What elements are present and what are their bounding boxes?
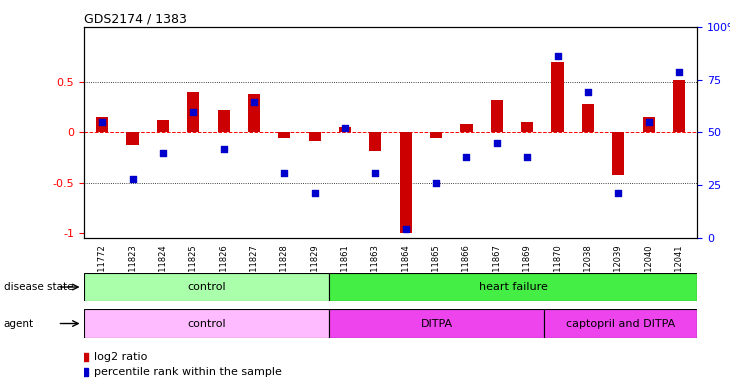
Point [188,109,199,116]
Bar [84,273,329,301]
Bar [544,309,697,338]
Bar [521,122,533,132]
Bar [84,309,329,338]
Bar [582,104,594,132]
Bar [329,309,544,338]
Bar [369,132,382,151]
Point [339,126,351,132]
Bar [339,127,351,132]
Point [309,190,320,196]
Bar [642,118,655,132]
Point [521,154,533,160]
Text: percentile rank within the sample: percentile rank within the sample [94,367,282,377]
Text: captopril and DITPA: captopril and DITPA [566,318,675,329]
Bar [430,132,442,137]
Point [278,170,290,176]
Bar [309,132,320,141]
Bar [126,132,139,144]
Point [369,170,381,176]
Point [127,175,139,182]
Point [430,180,442,186]
Point [642,119,654,126]
Point [491,139,503,146]
Text: control: control [188,282,226,292]
Text: control: control [188,318,226,329]
Bar [612,132,624,175]
Bar [157,121,169,132]
Point [157,149,169,156]
Bar [218,110,230,132]
Bar [491,100,503,132]
Text: DITPA: DITPA [420,318,453,329]
Text: heart failure: heart failure [479,282,548,292]
Bar [248,94,260,132]
Point [218,146,229,152]
Point [461,154,472,160]
Point [612,190,624,196]
Point [96,119,108,126]
Bar [187,92,199,132]
Bar [329,273,697,301]
Text: GDS2174 / 1383: GDS2174 / 1383 [84,13,187,26]
Point [582,89,593,95]
Point [552,53,564,59]
Bar [461,124,472,132]
Text: agent: agent [4,318,34,329]
Point [673,69,685,75]
Bar [96,118,108,132]
Bar [278,132,291,137]
Text: disease state: disease state [4,282,73,292]
Bar [551,62,564,132]
Text: log2 ratio: log2 ratio [94,352,147,362]
Point [248,99,260,105]
Bar [399,132,412,233]
Bar [673,80,685,132]
Point [400,226,412,232]
